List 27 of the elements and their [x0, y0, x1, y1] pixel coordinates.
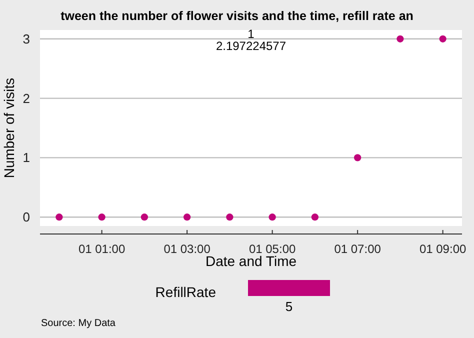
point [226, 214, 234, 221]
annotation: 2.197224577 [216, 39, 286, 53]
x-tick-label: 01 05:00 [248, 242, 296, 256]
point [396, 35, 404, 42]
point [439, 35, 446, 42]
x-tick-label: 01 07:00 [334, 242, 382, 256]
point [311, 214, 319, 221]
x-tick-label: 01 09:00 [419, 242, 466, 256]
x-tick-label: 01 01:00 [78, 242, 126, 256]
point [183, 214, 191, 221]
text: 5 [285, 299, 293, 314]
point [354, 154, 362, 162]
y-tick-label: 0 [22, 210, 30, 225]
legend-title: RefillRate [155, 284, 216, 300]
y-tick-label: 2 [22, 90, 30, 106]
chart-title: tween the number of flower visits and the time, refill rate an [60, 9, 414, 23]
point [98, 214, 106, 221]
annotation: 1 [248, 27, 255, 41]
y-tick-label: 3 [22, 31, 30, 46]
point [268, 214, 276, 221]
y-tick-label: 1 [22, 150, 30, 166]
x-axis-title: Date and Time [205, 253, 297, 269]
point [56, 214, 63, 221]
y-axis-title: Number of visits [1, 78, 17, 178]
source-note: Source: My Data [41, 318, 116, 329]
point [140, 214, 148, 221]
x-tick-label: 01 03:00 [164, 242, 211, 256]
